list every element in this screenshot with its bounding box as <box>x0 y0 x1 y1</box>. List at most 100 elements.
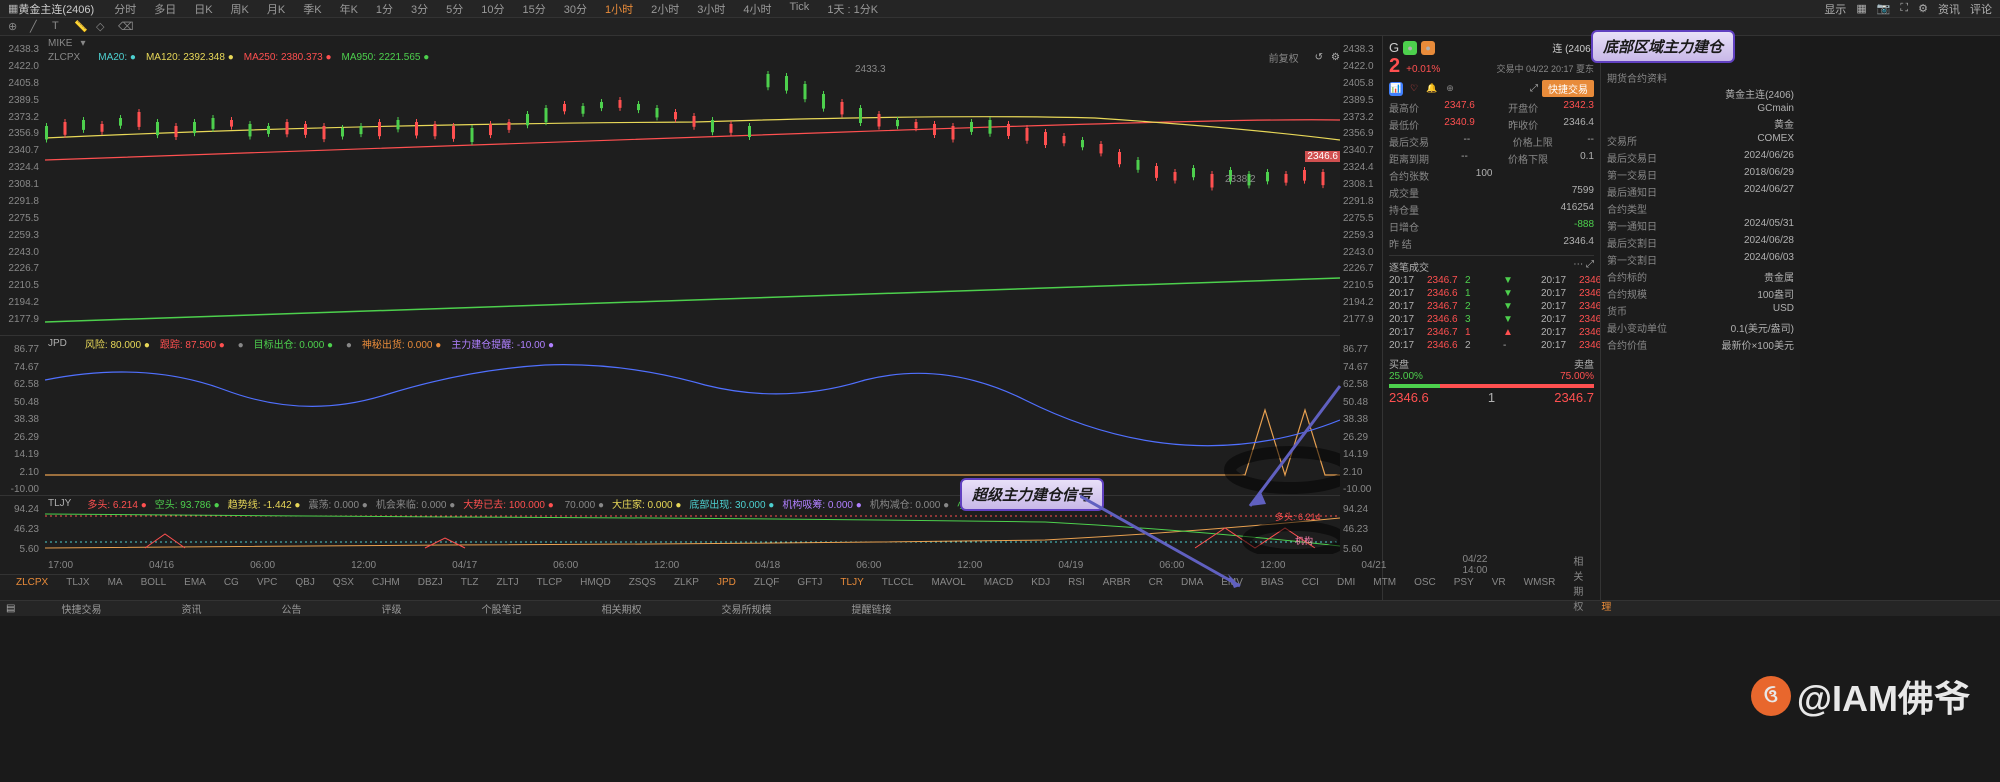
timeframe-tab[interactable]: 周K <box>223 0 257 19</box>
timeframe-tab[interactable]: 1分 <box>368 0 401 19</box>
indicator-tab[interactable]: PSY <box>1448 577 1480 588</box>
indicator-tab[interactable]: ZLCPX <box>10 577 54 588</box>
bottom-tab[interactable]: 资讯 <box>141 601 241 616</box>
more-icon[interactable]: ⋯ ⤢ <box>1573 259 1594 270</box>
bottom-tab[interactable]: 交易所规模 <box>681 601 811 616</box>
indicator-tab[interactable]: DBZJ <box>412 577 449 588</box>
timeframe-tab[interactable]: 季K <box>295 0 329 19</box>
timeframe-tab[interactable]: Tick <box>782 0 818 19</box>
timeframe-tab[interactable]: 1天 : 1分K <box>819 0 886 19</box>
settings-icon[interactable]: ⚙ <box>1331 52 1340 63</box>
timeframe-tab[interactable]: 1小时 <box>597 0 641 19</box>
chart-area[interactable]: MIKE ▾ ZLCPX MA20: ●MA120: 2392.348 ●MA2… <box>0 36 1340 600</box>
indicator-tab[interactable]: ARBR <box>1097 577 1137 588</box>
indicator-tab[interactable]: KDJ <box>1025 577 1056 588</box>
axis-tick: 46.23 <box>14 524 39 535</box>
time-tick: 06:00 <box>856 560 881 571</box>
timeframe-tab[interactable]: 日K <box>186 0 220 19</box>
indicator-tab[interactable]: QBJ <box>289 577 320 588</box>
timeframe-tab[interactable]: 2小时 <box>643 0 687 19</box>
indicator-tab[interactable]: TLJX <box>60 577 95 588</box>
expand-icon[interactable]: ⤢ <box>1530 83 1538 94</box>
indicator-tab[interactable]: MA <box>102 577 129 588</box>
comment-menu[interactable]: 评论 <box>1970 1 1992 17</box>
indicator-tab[interactable]: BIAS <box>1255 577 1290 588</box>
grid-icon[interactable]: ▦ <box>1856 2 1866 15</box>
indicator-tab[interactable]: TLJY <box>834 577 869 588</box>
chevron-down-icon[interactable]: ▾ <box>80 38 85 49</box>
menu-icon[interactable]: ▤ <box>0 603 21 614</box>
indicator-tab[interactable]: VR <box>1486 577 1512 588</box>
bottom-tab[interactable]: 公告 <box>241 601 341 616</box>
time-tick: 04/17 <box>452 560 477 571</box>
timeframe-tab[interactable]: 5分 <box>438 0 471 19</box>
ruler-icon[interactable]: 📏 <box>74 20 88 34</box>
timeframe-tab[interactable]: 分时 <box>106 0 144 19</box>
text-icon[interactable]: T <box>52 20 66 34</box>
indicator-tab[interactable]: BOLL <box>135 577 173 588</box>
indicator-tab[interactable]: CG <box>218 577 245 588</box>
settings-icon[interactable]: ⚙ <box>1918 2 1928 15</box>
timeframe-tab[interactable]: 10分 <box>473 0 512 19</box>
indicator-tab[interactable]: 相关期权 <box>1567 553 1589 613</box>
jpd-name[interactable]: JPD <box>48 338 67 349</box>
action-icons[interactable]: 📊 ♡ 🔔 ⊕ <box>1389 82 1457 96</box>
tljy-chart[interactable]: TLJY 多头: 6.214 ●空头: 93.786 ●趋势线: -1.442 … <box>0 496 1340 556</box>
display-menu[interactable]: 显示 <box>1824 1 1846 17</box>
indicator-tab[interactable]: OSC <box>1408 577 1442 588</box>
indicator-tab[interactable]: CJHM <box>366 577 406 588</box>
jpd-chart[interactable]: JPD 风险: 80.000 ●跟踪: 87.500 ● ●目标出仓: 0.00… <box>0 336 1340 496</box>
bottom-tab[interactable]: 评级 <box>341 601 441 616</box>
bottom-tab[interactable]: 快捷交易 <box>21 601 141 616</box>
indicator-tab[interactable]: ZLKP <box>668 577 705 588</box>
bottom-tab[interactable]: 提醒链接 <box>811 601 931 616</box>
quick-trade-button[interactable]: 快捷交易 <box>1542 80 1594 97</box>
indicator-tab[interactable]: TLCP <box>531 577 569 588</box>
timeframe-tab[interactable]: 月K <box>259 0 293 19</box>
timeframe-tab[interactable]: 15分 <box>515 0 554 19</box>
indicator-tab[interactable]: EMV <box>1215 577 1249 588</box>
timeframe-tab[interactable]: 多日 <box>146 0 184 19</box>
indicator-tab[interactable]: DMA <box>1175 577 1209 588</box>
indicator-tab[interactable]: VPC <box>251 577 284 588</box>
timeframe-tab[interactable]: 30分 <box>556 0 595 19</box>
price-chart[interactable]: MIKE ▾ ZLCPX MA20: ●MA120: 2392.348 ●MA2… <box>0 36 1340 336</box>
shape-icon[interactable]: ◇ <box>96 20 110 34</box>
annotation-2: 底部区域主力建仓 <box>1591 30 1735 63</box>
fullscreen-icon[interactable]: ⛶ <box>1900 2 1908 15</box>
indicator-tab[interactable]: ZSQS <box>623 577 662 588</box>
camera-icon[interactable]: 📷 <box>1877 2 1891 15</box>
indicator-tab[interactable]: EMA <box>178 577 212 588</box>
timeframe-tab[interactable]: 4小时 <box>735 0 779 19</box>
indicator-tab[interactable]: WMSR <box>1518 577 1562 588</box>
sym-mike[interactable]: MIKE <box>48 38 72 49</box>
indicator-tab[interactable]: RSI <box>1062 577 1091 588</box>
cursor-icon[interactable]: ⊕ <box>8 20 22 34</box>
adj-link[interactable]: 前复权 <box>1269 50 1299 65</box>
axis-tick: -10.00 <box>1343 484 1371 495</box>
indicator-tab[interactable]: CR <box>1143 577 1169 588</box>
indicator-tab[interactable]: MAVOL <box>925 577 971 588</box>
indicator-tab[interactable]: JPD <box>711 577 742 588</box>
tick-row: 20:172346.71▲20:172346.71- <box>1389 326 1594 339</box>
timeframe-tab[interactable]: 3分 <box>403 0 436 19</box>
tljy-name[interactable]: TLJY <box>48 498 71 509</box>
indicator-tab[interactable]: MACD <box>978 577 1019 588</box>
line-icon[interactable]: ╱ <box>30 20 44 34</box>
indicator-tab[interactable]: GFTJ <box>791 577 828 588</box>
sym-zlcpx[interactable]: ZLCPX <box>48 52 80 63</box>
erase-icon[interactable]: ⌫ <box>118 20 132 34</box>
indicator-tab[interactable]: CCI <box>1296 577 1325 588</box>
news-menu[interactable]: 资讯 <box>1938 1 1960 17</box>
indicator-tab[interactable]: QSX <box>327 577 360 588</box>
restore-icon[interactable]: ↺ <box>1315 52 1323 63</box>
indicator-tab[interactable]: TLZ <box>455 577 485 588</box>
indicator-tab[interactable]: TLCCL <box>876 577 920 588</box>
indicator-tab[interactable]: ZLQF <box>748 577 786 588</box>
indicator-tab[interactable]: HMQD <box>574 577 617 588</box>
indicator-tab[interactable]: ZLTJ <box>491 577 525 588</box>
bottom-tab[interactable]: 个股笔记 <box>441 601 561 616</box>
bottom-tab[interactable]: 相关期权 <box>561 601 681 616</box>
timeframe-tab[interactable]: 3小时 <box>689 0 733 19</box>
timeframe-tab[interactable]: 年K <box>332 0 366 19</box>
